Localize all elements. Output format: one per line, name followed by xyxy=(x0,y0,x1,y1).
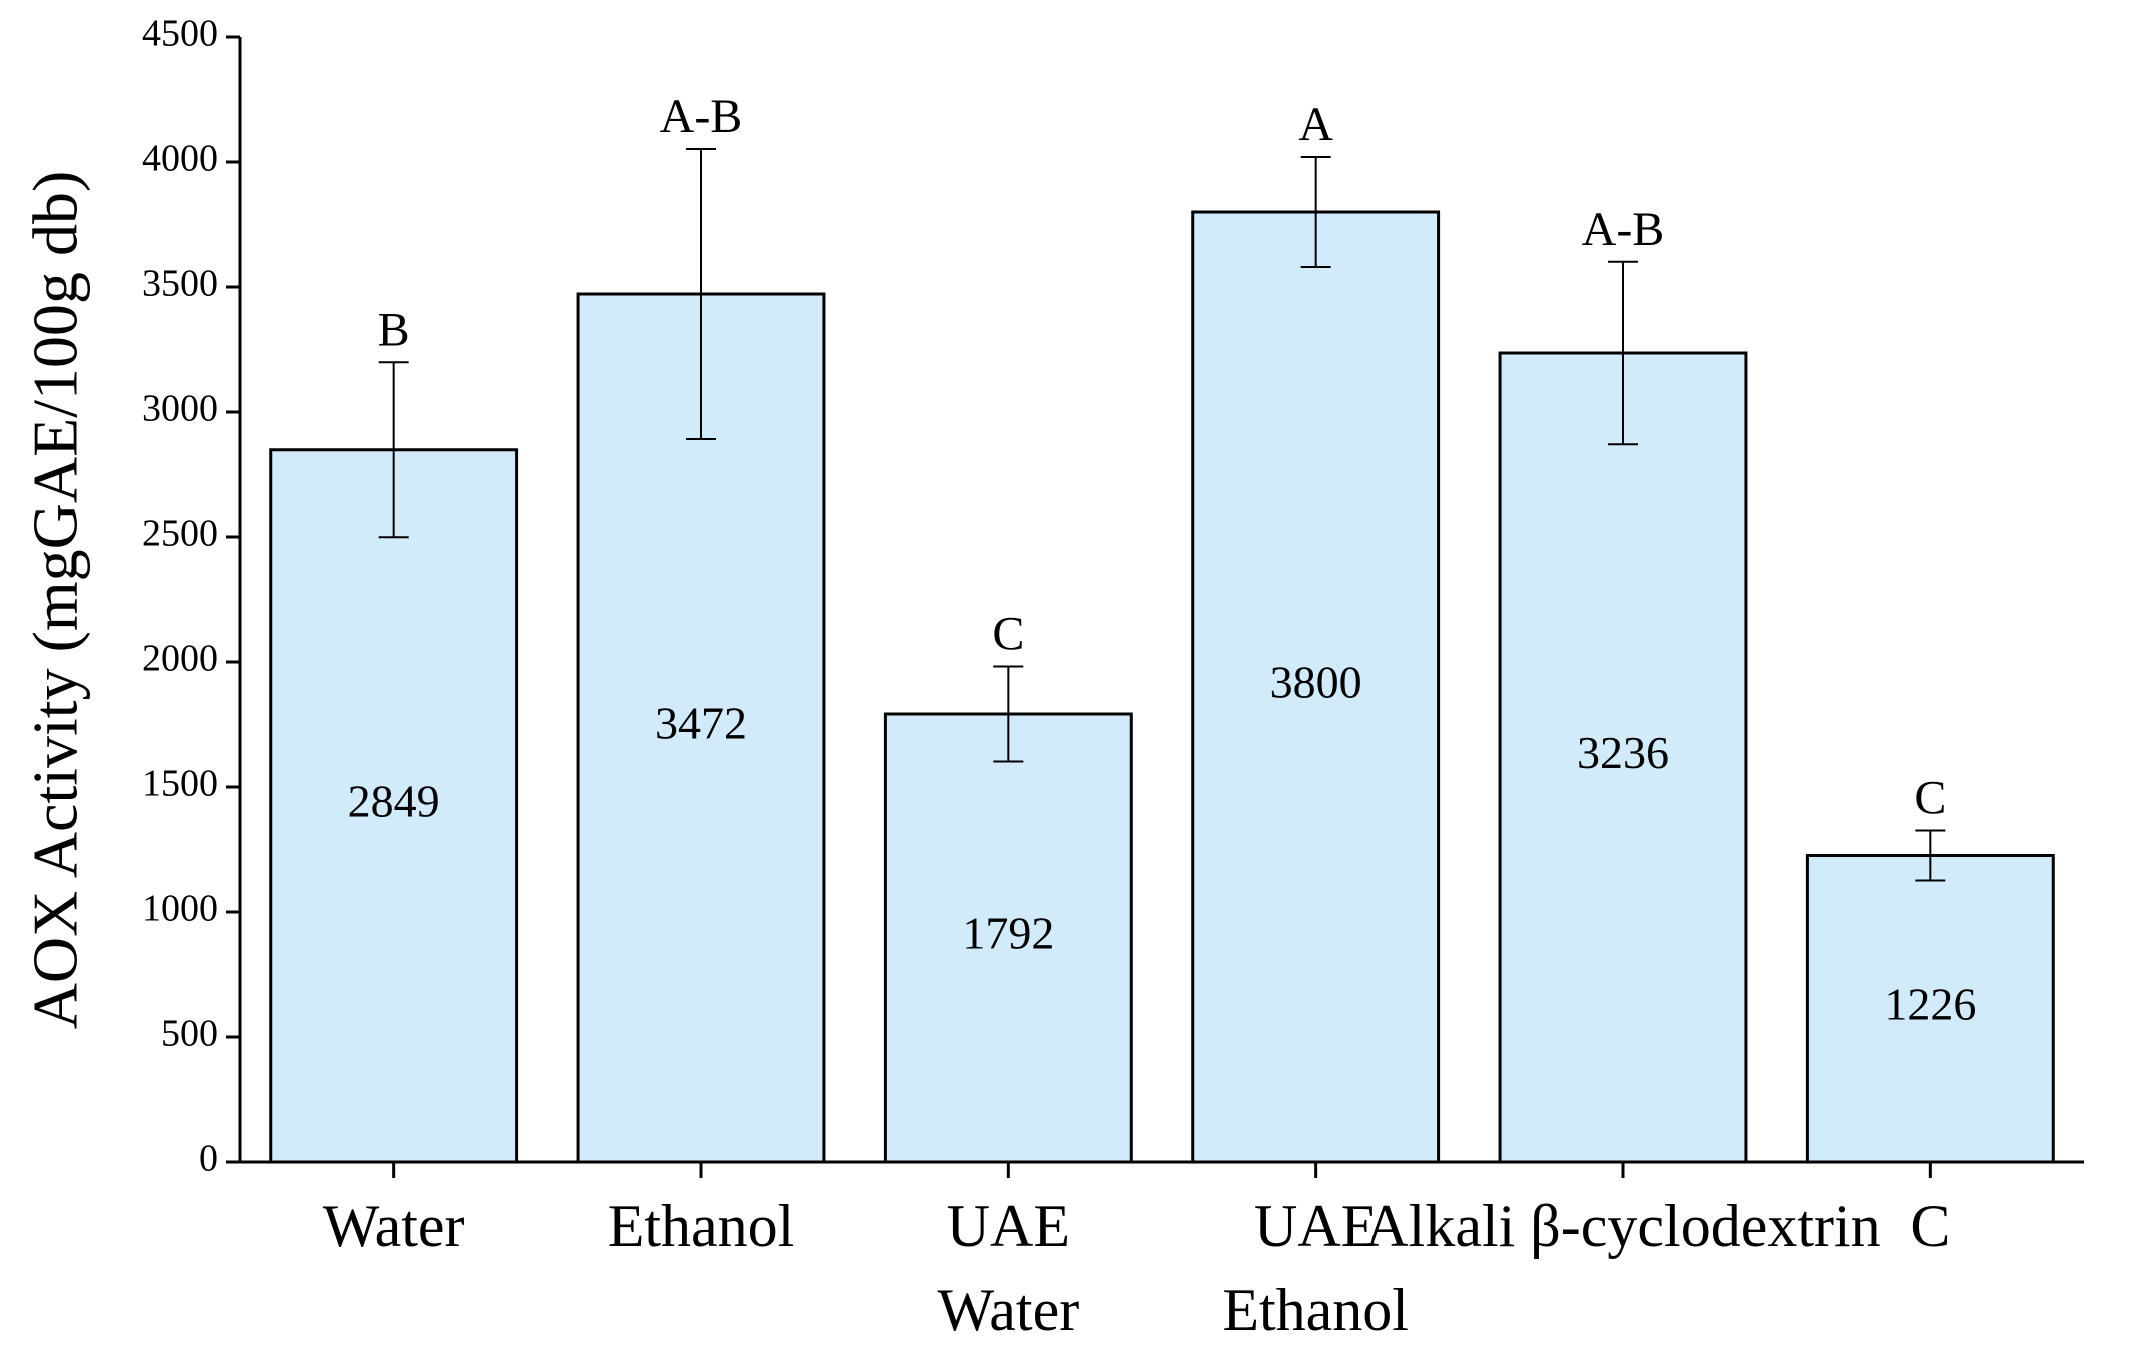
significance-letter: B xyxy=(378,303,410,356)
value-label: 2849 xyxy=(348,775,440,826)
significance-letter: C xyxy=(992,608,1024,661)
value-label: 3472 xyxy=(655,698,747,749)
error-bar xyxy=(1300,156,1331,268)
y-tick-label: 1000 xyxy=(142,888,218,930)
x-tick-label: C xyxy=(1910,1193,1950,1259)
x-tick-label: Water xyxy=(323,1193,465,1259)
y-tick-label: 0 xyxy=(199,1138,218,1180)
error-bar xyxy=(993,665,1024,763)
significance-letter: A xyxy=(1298,98,1333,151)
x-tick-label: Alkali β-cyclodextrin xyxy=(1365,1193,1880,1259)
x-tick-label: UAE Water xyxy=(937,1193,1079,1343)
y-tick-label: 3500 xyxy=(142,263,218,305)
value-label: 1792 xyxy=(962,908,1054,959)
x-tick-label: Ethanol xyxy=(608,1193,795,1259)
significance-letter: A-B xyxy=(660,90,743,143)
y-tick-label: 4500 xyxy=(142,13,218,55)
value-label: 1226 xyxy=(1884,978,1976,1029)
bar xyxy=(1805,854,2055,1164)
y-tick-label: 1500 xyxy=(142,763,218,805)
significance-letter: C xyxy=(1914,772,1946,825)
y-tick-label: 2500 xyxy=(142,513,218,555)
value-label: 3800 xyxy=(1270,657,1362,708)
bar xyxy=(1498,351,1748,1164)
y-tick-label: 3000 xyxy=(142,388,218,430)
error-bar xyxy=(378,361,409,539)
error-bar xyxy=(686,148,716,440)
y-tick-label: 500 xyxy=(161,1013,218,1055)
y-axis-title: AOX Activity (mgGAE/100g db) xyxy=(20,171,91,1030)
x-tick-label: UAE Ethanol xyxy=(1222,1193,1409,1343)
error-bar xyxy=(1608,260,1638,446)
value-label: 3236 xyxy=(1577,727,1669,778)
error-bar xyxy=(1915,829,1946,882)
y-tick-label: 4000 xyxy=(142,138,218,180)
significance-letter: A-B xyxy=(1582,203,1665,256)
y-tick-label: 2000 xyxy=(142,638,218,680)
